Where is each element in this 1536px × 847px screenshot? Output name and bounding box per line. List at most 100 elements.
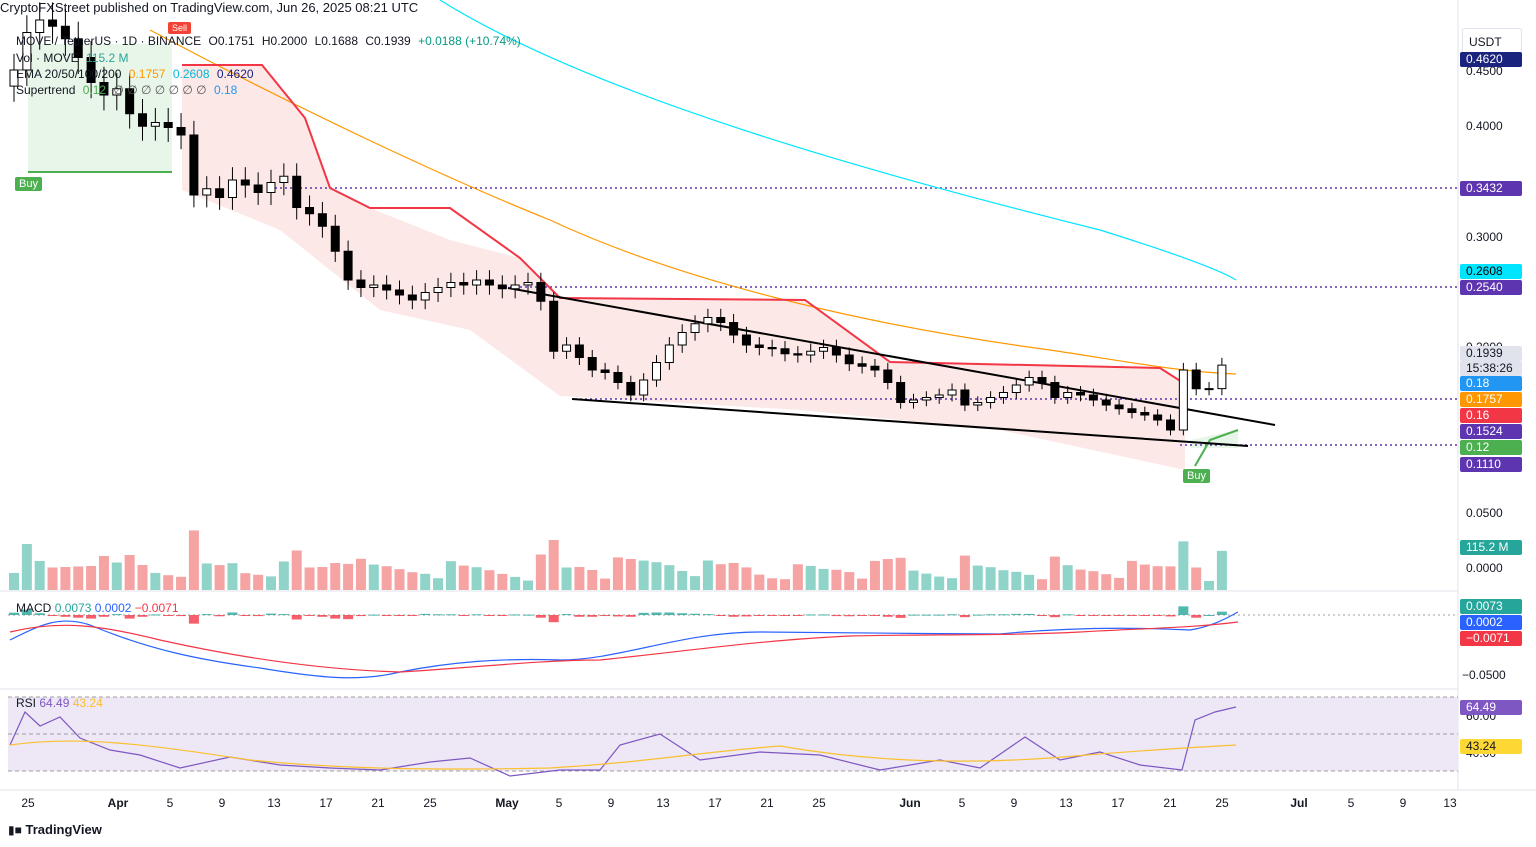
- macd-histogram-bar: [355, 615, 366, 617]
- volume-bar: [407, 572, 418, 590]
- candle: [138, 113, 147, 127]
- ema200-line: [439, 0, 1237, 281]
- candle: [1063, 392, 1073, 398]
- volume-bar: [882, 559, 893, 590]
- macd-histogram-bar: [625, 615, 636, 617]
- macd-histogram-bar: [201, 614, 212, 616]
- volume-bar: [1126, 560, 1137, 590]
- macd-histogram-bar: [510, 614, 521, 616]
- volume-bar: [1114, 577, 1125, 590]
- macd-histogram-bar: [805, 614, 816, 616]
- vol-value: 115.2 M: [86, 51, 129, 65]
- volume-bar: [561, 567, 572, 590]
- macd-axis-label: −0.0500: [1462, 668, 1506, 682]
- volume-bar: [625, 559, 636, 590]
- volume-bar: [1024, 574, 1035, 590]
- candle: [664, 344, 674, 363]
- macd-histogram-bar: [535, 615, 546, 618]
- candle: [330, 225, 340, 252]
- time-axis-label: 13: [656, 796, 670, 810]
- candle: [472, 279, 482, 286]
- volume-bar: [715, 564, 726, 590]
- wedge-lower-trendline: [571, 398, 1249, 447]
- macd-histogram-bar: [574, 615, 585, 617]
- macd-histogram-bar: [111, 614, 122, 616]
- macd-histogram-bar: [124, 615, 135, 619]
- volume-bar: [651, 562, 662, 590]
- volume-bar: [1216, 550, 1227, 590]
- supertrend-green-line-2: [1194, 429, 1239, 467]
- rsi-legend: RSI 64.49 43.24: [16, 696, 103, 710]
- supertrend-red-line: [182, 64, 1186, 385]
- macd-histogram-bar: [368, 614, 379, 616]
- tradingview-logo[interactable]: ▮■ TradingView: [8, 822, 102, 837]
- macd-histogram-bar: [317, 615, 328, 617]
- volume-bar: [458, 565, 469, 590]
- volume-bar: [497, 573, 508, 590]
- macd-histogram-bar: [882, 615, 893, 617]
- macd-histogram-bar: [1139, 615, 1150, 616]
- buy-signal-badge: Buy: [1183, 469, 1210, 483]
- macd-histogram-bar: [844, 615, 855, 617]
- time-axis-label: 17: [708, 796, 722, 810]
- ema50-line: [149, 29, 1237, 375]
- price-tag: 0.1110: [1460, 457, 1522, 472]
- candle: [960, 389, 970, 406]
- volume-bar: [317, 567, 328, 590]
- macd-histogram-bar: [47, 615, 58, 616]
- volume-bar: [278, 561, 289, 590]
- candle: [806, 350, 816, 356]
- candle: [883, 369, 893, 383]
- macd-histogram-bar: [523, 614, 533, 616]
- macd-histogram-bar: [150, 614, 161, 616]
- candle: [947, 389, 957, 396]
- volume-bar: [664, 565, 675, 590]
- volume-bar: [934, 576, 945, 590]
- macd-histogram-bar: [908, 614, 919, 616]
- candle: [1204, 388, 1214, 391]
- volume-bar: [34, 561, 45, 590]
- time-axis-label: May: [495, 796, 519, 810]
- macd-histogram-bar: [664, 612, 675, 615]
- price-tag: 0.4620: [1460, 52, 1522, 67]
- volume-bar: [741, 567, 752, 590]
- macd-histogram-bar: [21, 609, 32, 615]
- macd-histogram-bar: [34, 613, 45, 615]
- volume-bar: [1062, 565, 1073, 590]
- volume-bar: [792, 564, 803, 590]
- macd-histogram-bar: [253, 615, 264, 617]
- time-axis-label: 9: [1399, 796, 1407, 810]
- candle: [382, 284, 392, 291]
- volume-bar: [818, 568, 829, 590]
- macd-histogram-bar: [240, 615, 251, 616]
- volume-bar: [1088, 571, 1099, 590]
- volume-bar: [253, 574, 264, 590]
- macd-histogram-bar: [767, 615, 778, 616]
- candle: [305, 207, 315, 215]
- volume-bar: [1101, 574, 1112, 590]
- legend-symbol[interactable]: MOVE / TetherUS · 1D · BINANCE: [16, 34, 202, 48]
- candle: [497, 284, 507, 290]
- macd-histogram-bar: [73, 615, 84, 618]
- price-axis-label: 0.4500: [1466, 64, 1503, 78]
- candle: [433, 287, 443, 293]
- macd-histogram-bar: [677, 613, 688, 615]
- macd-histogram-bar: [458, 615, 469, 616]
- volume-bar: [368, 564, 379, 590]
- time-axis-label: 5: [958, 796, 966, 810]
- macd-histogram-bar: [266, 613, 276, 615]
- volume-bar: [702, 560, 713, 590]
- tradingview-wordmark: TradingView: [25, 822, 102, 837]
- macd-histogram-bar: [227, 612, 238, 615]
- candle: [690, 323, 700, 333]
- macd-histogram-bar: [600, 615, 611, 616]
- macd-histogram-bar: [715, 615, 726, 616]
- currency-selector[interactable]: USDT: [1462, 28, 1522, 54]
- macd-histogram-bar: [959, 615, 970, 618]
- macd-histogram-bar: [1024, 613, 1035, 615]
- time-axis-label: 13: [267, 796, 281, 810]
- price-tag: 0.2540: [1460, 280, 1522, 295]
- candle: [1217, 364, 1227, 390]
- volume-bar: [535, 554, 546, 590]
